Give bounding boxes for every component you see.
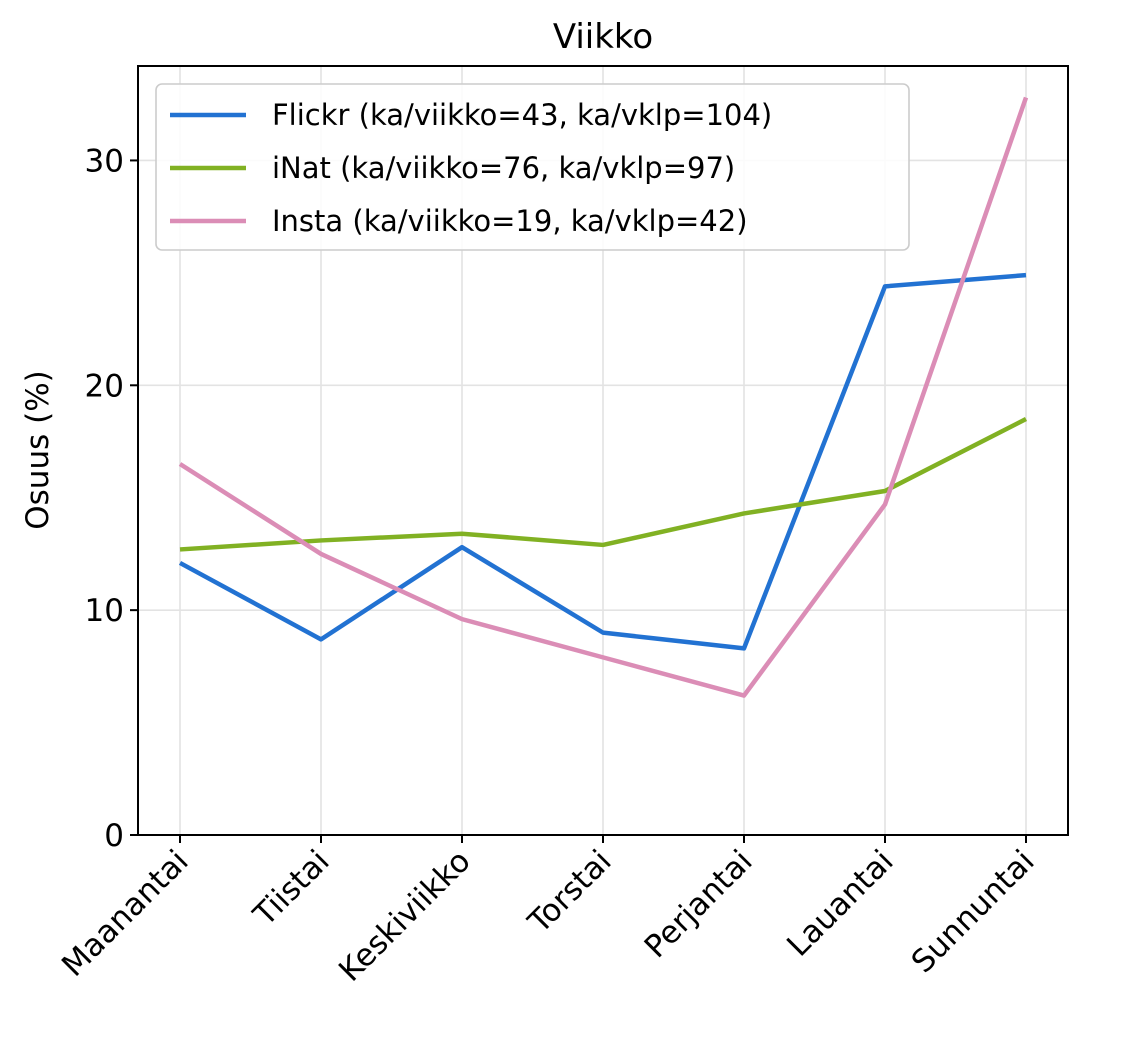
x-tick-label: Sunnuntai	[905, 843, 1042, 980]
y-tick-label: 10	[85, 593, 124, 629]
x-tick-label: Maanantai	[55, 843, 196, 984]
legend-label: iNat (ka/viikko=76, ka/vklp=97)	[272, 151, 735, 185]
y-tick-label: 0	[104, 818, 124, 854]
legend-label: Flickr (ka/viikko=43, ka/vklp=104)	[272, 98, 772, 132]
chart-title: Viikko	[553, 17, 653, 57]
legend: Flickr (ka/viikko=43, ka/vklp=104) iNat (…	[155, 83, 910, 251]
series-lines	[178, 96, 1029, 698]
legend-items: Flickr (ka/viikko=43, ka/vklp=104) iNat (…	[170, 98, 772, 238]
x-tick-label: Tiistai	[246, 843, 337, 934]
series-line-1	[179, 417, 1028, 552]
series-line-0	[178, 272, 1027, 651]
x-tick-label: Perjantai	[638, 843, 760, 965]
x-tick-label: Lauantai	[780, 843, 900, 963]
y-tick-label: 30	[85, 143, 124, 179]
legend-label: Insta (ka/viikko=19, ka/vklp=42)	[272, 204, 748, 238]
x-tick-label: Keskiviikko	[332, 843, 478, 989]
x-tick-label: Torstai	[521, 843, 619, 941]
y-axis-ticks: 0 10 20 30	[85, 143, 138, 854]
legend-frame	[155, 83, 910, 251]
y-tick-label: 20	[85, 368, 124, 404]
series-line-2	[178, 96, 1029, 698]
y-axis-label: Osuus (%)	[20, 370, 56, 530]
